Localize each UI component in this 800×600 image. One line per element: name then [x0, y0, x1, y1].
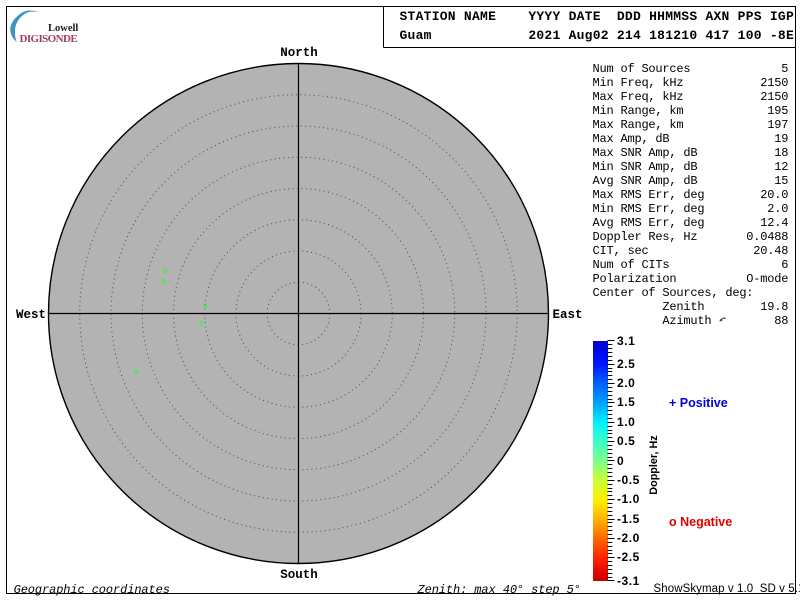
svg-text:Lowell: Lowell — [48, 23, 78, 34]
svg-text:DIGISONDE: DIGISONDE — [20, 33, 78, 45]
